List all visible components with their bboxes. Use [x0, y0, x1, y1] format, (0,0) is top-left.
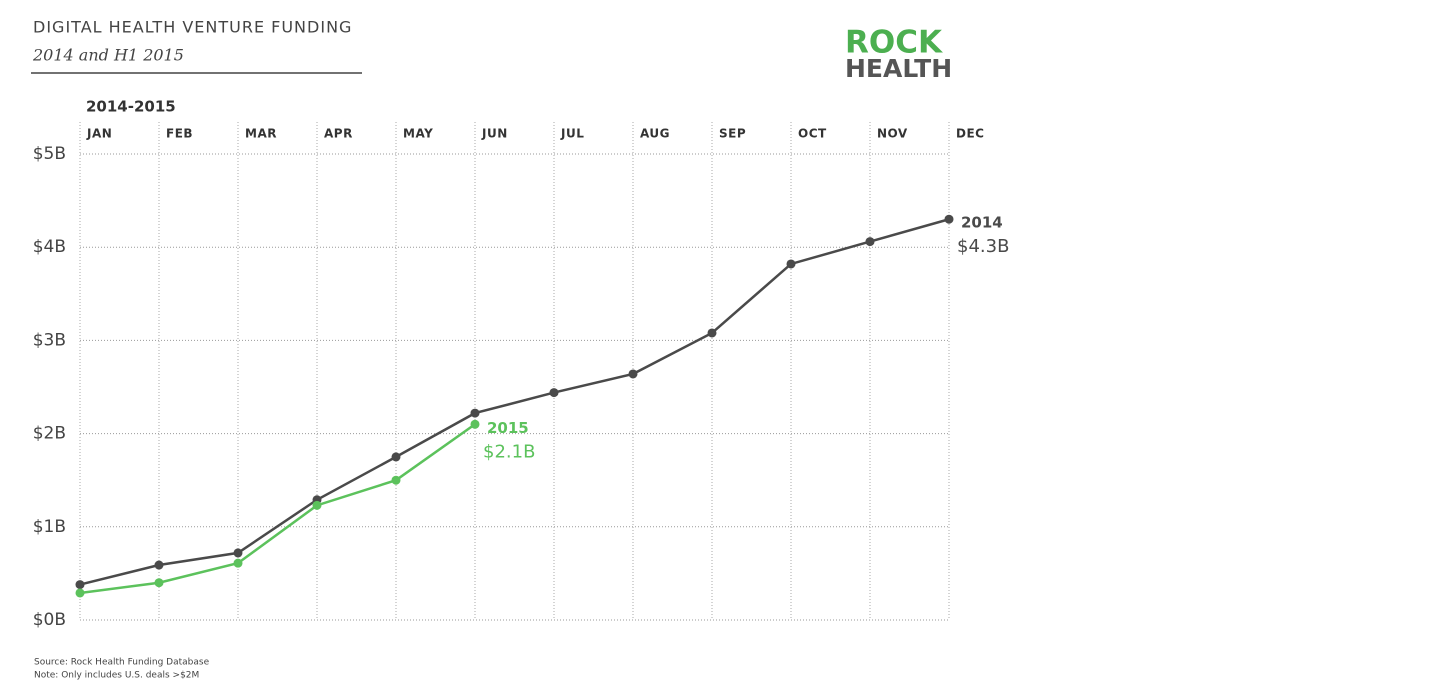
- series-label: 2014: [961, 214, 1003, 232]
- x-tick-label: DEC: [956, 127, 984, 141]
- y-tick-label: $4B: [33, 237, 66, 257]
- y-tick-label: $0B: [33, 610, 66, 630]
- x-tick-label: APR: [324, 127, 353, 141]
- logo-bottom: HEALTH: [845, 54, 952, 83]
- point: [549, 388, 559, 398]
- series-line: [79, 218, 950, 586]
- x-tick-label: AUG: [640, 127, 670, 141]
- x-tick-label: JUL: [560, 127, 584, 141]
- value-label: $2.1B: [483, 441, 535, 462]
- y-tick-label: $5B: [33, 144, 66, 164]
- note: Note: Only includes U.S. deals >$2M: [34, 671, 199, 681]
- x-tick-label: OCT: [798, 127, 827, 141]
- y-tick-label: $1B: [33, 517, 66, 537]
- source: Source: Rock Health Funding Database: [34, 658, 210, 668]
- point: [470, 408, 480, 418]
- point: [312, 500, 322, 510]
- y-tick-label: $2B: [33, 424, 66, 444]
- point: [75, 588, 85, 598]
- point: [391, 452, 401, 462]
- chart-subtitle: 2014 and H1 2015: [32, 46, 184, 65]
- x-tick-label: MAY: [403, 127, 433, 141]
- series-label: 2015: [487, 419, 529, 437]
- point: [233, 558, 243, 568]
- x-tick-label: JAN: [86, 127, 112, 141]
- point: [154, 560, 164, 570]
- point: [944, 214, 954, 224]
- x-tick-label: JUN: [481, 127, 508, 141]
- point: [786, 259, 796, 269]
- logo-top: ROCK: [845, 25, 943, 61]
- x-tick-label: FEB: [166, 127, 193, 141]
- chart-title: DIGITAL HEALTH VENTURE FUNDING: [33, 18, 352, 37]
- point: [865, 237, 875, 247]
- x-axis-label: 2014-2015: [86, 98, 176, 116]
- point: [75, 580, 85, 590]
- point: [628, 369, 638, 379]
- point: [707, 328, 717, 338]
- point: [233, 548, 243, 558]
- y-tick-label: $3B: [33, 330, 66, 350]
- value-label: $4.3B: [957, 236, 1009, 257]
- point: [470, 419, 480, 429]
- x-tick-label: SEP: [719, 127, 746, 141]
- point: [391, 475, 401, 485]
- x-tick-label: NOV: [877, 127, 908, 141]
- point: [154, 578, 164, 588]
- x-tick-label: MAR: [245, 127, 277, 141]
- series-line: [79, 423, 476, 595]
